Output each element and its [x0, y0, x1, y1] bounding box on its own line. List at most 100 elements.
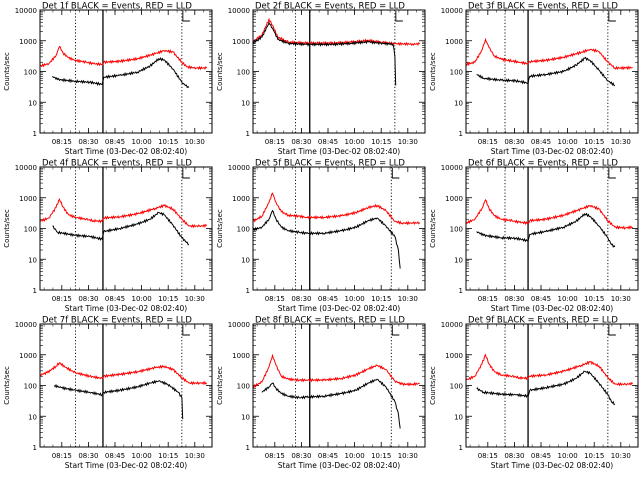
x-tick-label: 08:45	[105, 138, 125, 146]
y-tick-label: 10000	[15, 321, 37, 329]
y-tick-label: 1	[459, 287, 463, 295]
x-axis-label: Start Time (03-Dec-02 08:02:40)	[491, 147, 613, 156]
end-bracket-marker	[182, 168, 190, 179]
x-tick-label: 08:45	[531, 295, 551, 303]
x-tick-label: 08:15	[478, 295, 498, 303]
x-axis-label: Start Time (03-Dec-02 08:02:40)	[278, 147, 400, 156]
chart-title: Det 3f BLACK = Events, RED = LLD	[468, 2, 618, 12]
chart-panel-4: Det 4f BLACK = Events, RED = LLD Counts/s…	[3, 159, 213, 313]
y-tick-label: 10	[454, 256, 463, 264]
chart-title: Det 6f BLACK = Events, RED = LLD	[468, 159, 618, 169]
chart-title: Det 8f BLACK = Events, RED = LLD	[255, 316, 405, 326]
y-tick-label: 1000	[232, 352, 250, 360]
x-tick-label: 08:45	[318, 452, 338, 460]
end-bracket-marker	[395, 11, 403, 22]
x-tick-label: 10:15	[584, 138, 604, 146]
series-events-line	[476, 212, 616, 248]
y-tick-label: 10000	[441, 7, 463, 15]
y-tick-label: 100	[450, 383, 463, 391]
y-axis-label: Counts/sec	[429, 366, 437, 405]
chart-panel-1: Det 1f BLACK = Events, RED = LLD Counts/s…	[3, 2, 213, 156]
x-tick-label: 10:30	[185, 138, 205, 146]
y-tick-label: 1	[246, 444, 250, 452]
series-lld-line	[39, 362, 208, 386]
plot-frame	[465, 166, 639, 291]
y-tick-label: 1000	[445, 352, 463, 360]
x-tick-label: 08:30	[504, 295, 524, 303]
x-tick-label: 10:15	[158, 295, 178, 303]
y-tick-label: 1000	[232, 38, 250, 46]
x-tick-label: 10:30	[398, 452, 418, 460]
plot-frame	[465, 323, 639, 448]
x-tick-label: 10:30	[611, 295, 631, 303]
x-tick-label: 08:30	[504, 138, 524, 146]
x-tick-label: 10:30	[398, 138, 418, 146]
series-lld-line	[252, 353, 420, 388]
y-tick-label: 1000	[19, 38, 37, 46]
y-tick-label: 10000	[441, 164, 463, 172]
y-axis-label: Counts/sec	[216, 366, 224, 405]
series-events-line	[252, 209, 401, 269]
chart-panel-8: Det 8f BLACK = Events, RED = LLD Counts/s…	[216, 316, 426, 470]
chart-title: Det 5f BLACK = Events, RED = LLD	[255, 159, 405, 169]
end-bracket-marker	[182, 325, 190, 336]
y-tick-label: 100	[450, 226, 463, 234]
x-tick-label: 08:45	[531, 452, 551, 460]
x-tick-label: 10:00	[558, 138, 578, 146]
x-axis-label: Start Time (03-Dec-02 08:02:40)	[65, 461, 187, 470]
x-tick-label: 08:30	[291, 295, 311, 303]
plot-frame	[252, 323, 426, 448]
end-bracket-marker	[608, 11, 616, 22]
end-bracket-marker	[391, 168, 400, 179]
y-tick-label: 10000	[228, 164, 250, 172]
series-events-line	[261, 378, 401, 429]
y-tick-label: 1	[246, 287, 250, 295]
series-events-line	[53, 379, 184, 420]
x-tick-label: 08:30	[291, 138, 311, 146]
y-tick-label: 100	[237, 226, 250, 234]
x-tick-label: 08:15	[52, 295, 72, 303]
series-lld-line	[39, 197, 208, 229]
x-tick-label: 08:45	[531, 138, 551, 146]
x-tick-label: 08:15	[52, 138, 72, 146]
y-axis-label: Counts/sec	[216, 209, 224, 248]
x-tick-label: 10:30	[185, 295, 205, 303]
x-tick-label: 10:15	[371, 295, 391, 303]
x-tick-label: 08:45	[318, 295, 338, 303]
y-tick-label: 1000	[445, 38, 463, 46]
y-tick-label: 1000	[232, 195, 250, 203]
y-tick-label: 100	[237, 383, 250, 391]
x-tick-label: 08:30	[504, 452, 524, 460]
series-lld-line	[39, 45, 208, 71]
x-tick-label: 10:15	[371, 452, 391, 460]
y-tick-label: 10000	[15, 164, 37, 172]
x-axis-label: Start Time (03-Dec-02 08:02:40)	[278, 461, 400, 470]
x-tick-label: 08:30	[78, 295, 98, 303]
x-axis-label: Start Time (03-Dec-02 08:02:40)	[491, 461, 613, 470]
end-bracket-marker	[182, 11, 190, 22]
x-tick-label: 10:30	[185, 452, 205, 460]
series-lld-line	[465, 198, 634, 230]
x-tick-label: 08:15	[478, 452, 498, 460]
series-events-line	[476, 56, 615, 87]
y-tick-label: 1	[33, 130, 37, 138]
y-tick-label: 1000	[445, 195, 463, 203]
x-tick-label: 10:00	[558, 452, 578, 460]
x-tick-label: 10:15	[158, 452, 178, 460]
y-axis-label: Counts/sec	[3, 52, 11, 91]
series-events-line	[476, 370, 616, 406]
chart-title: Det 4f BLACK = Events, RED = LLD	[42, 159, 192, 169]
x-tick-label: 08:30	[291, 452, 311, 460]
x-tick-label: 08:30	[78, 138, 98, 146]
x-tick-label: 08:15	[265, 138, 285, 146]
x-tick-label: 10:15	[158, 138, 178, 146]
chart-panel-7: Det 7f BLACK = Events, RED = LLD Counts/s…	[3, 316, 213, 470]
end-bracket-marker	[608, 325, 616, 336]
y-tick-label: 1	[459, 444, 463, 452]
plot-frame	[465, 9, 639, 134]
y-tick-label: 100	[450, 69, 463, 77]
x-tick-label: 10:00	[132, 452, 152, 460]
y-tick-label: 1	[33, 287, 37, 295]
y-tick-label: 1	[246, 130, 250, 138]
chart-panel-3: Det 3f BLACK = Events, RED = LLD Counts/s…	[429, 2, 639, 156]
